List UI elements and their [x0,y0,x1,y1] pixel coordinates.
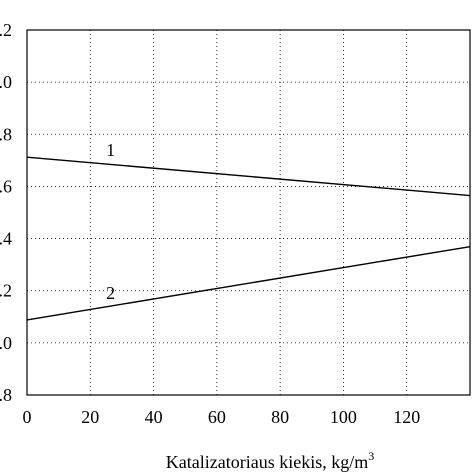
x-axis-label-text: Katalizatoriaus kiekis, kg/m [166,452,368,472]
series-label: 2 [106,283,115,303]
y-tick-label: 1.0 [0,333,12,353]
y-tick-label: 2.2 [0,20,12,40]
y-tick-label: 1.4 [0,229,12,249]
series-label: 1 [106,140,115,160]
x-tick-label: 40 [145,407,163,427]
y-tick-label: 1.6 [0,176,12,196]
x-tick-label: 20 [81,407,99,427]
y-tick-label: 0.8 [0,385,12,405]
y-tick-label: 2.0 [0,72,12,92]
x-tick-label: 60 [208,407,226,427]
x-tick-label: 0 [23,407,32,427]
plot-frame [26,29,471,396]
x-tick-label: 100 [330,407,357,427]
line-series [26,245,471,321]
x-tick-label: 120 [393,407,420,427]
x-axis-label: Katalizatoriaus kiekis, kg/m3 [166,449,374,472]
y-tick-label: 1.8 [0,124,12,144]
y-tick-label: 1.2 [0,281,12,301]
line-series [26,156,471,197]
x-tick-label: 80 [271,407,289,427]
x-axis-label-superscript: 3 [368,449,374,463]
